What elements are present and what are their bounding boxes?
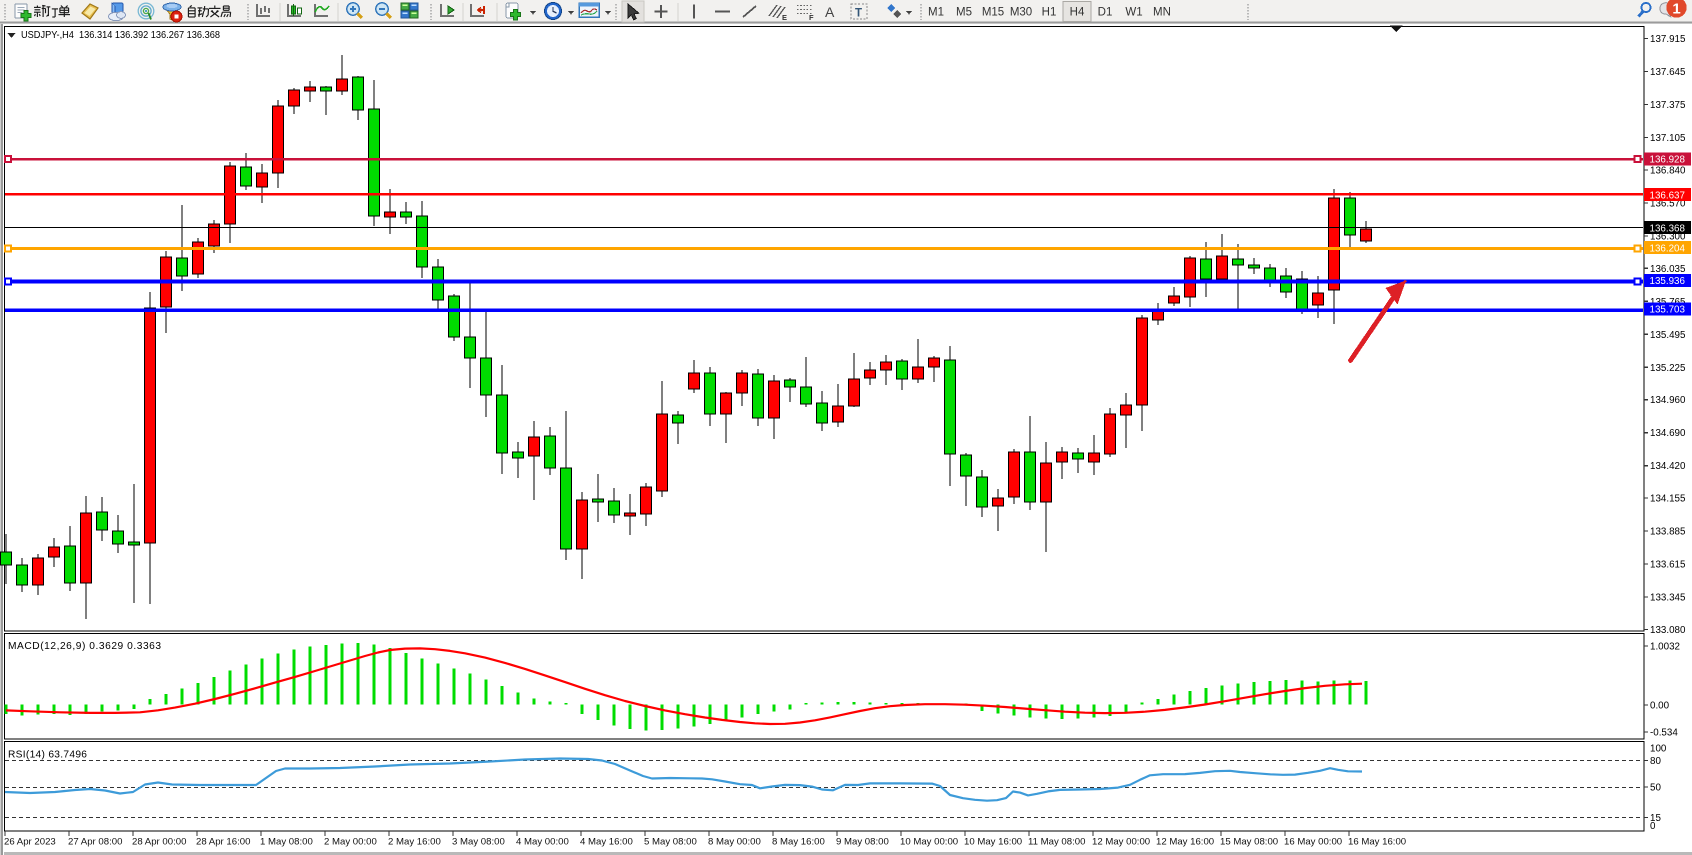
svg-text:50: 50	[1650, 783, 1661, 794]
svg-text:16 May 00:00: 16 May 00:00	[1284, 837, 1342, 848]
svg-text:8 May 00:00: 8 May 00:00	[708, 837, 761, 848]
svg-text:28 Apr 16:00: 28 Apr 16:00	[196, 837, 250, 848]
svg-text:USDJPY-,H4 136.314 136.392 13: USDJPY-,H4 136.314 136.392 136.267 136.3…	[21, 30, 220, 41]
svg-text:15 May 08:00: 15 May 08:00	[1220, 837, 1278, 848]
svg-text:133.345: 133.345	[1650, 593, 1686, 604]
svg-text:0: 0	[1650, 821, 1656, 832]
svg-text:10 May 16:00: 10 May 16:00	[964, 837, 1022, 848]
svg-text:15: 15	[1650, 813, 1661, 824]
svg-text:28 Apr 00:00: 28 Apr 00:00	[132, 837, 186, 848]
svg-text:H1: H1	[1042, 7, 1057, 19]
svg-text:133.080: 133.080	[1650, 625, 1686, 636]
svg-text:134.960: 134.960	[1650, 395, 1686, 406]
svg-text:H4: H4	[1070, 7, 1085, 19]
svg-text:-0.534: -0.534	[1650, 728, 1678, 739]
svg-text:2 May 16:00: 2 May 16:00	[388, 837, 441, 848]
svg-text:M1: M1	[928, 7, 944, 19]
svg-text:136.637: 136.637	[1650, 190, 1685, 201]
svg-text:4 May 16:00: 4 May 16:00	[580, 837, 633, 848]
svg-text:135.495: 135.495	[1650, 330, 1686, 341]
svg-text:133.615: 133.615	[1650, 560, 1686, 571]
svg-text:136.035: 136.035	[1650, 264, 1686, 275]
svg-text:80: 80	[1650, 756, 1661, 767]
svg-text:W1: W1	[1125, 7, 1142, 19]
svg-text:4 May 00:00: 4 May 00:00	[516, 837, 569, 848]
svg-text:3 May 08:00: 3 May 08:00	[452, 837, 505, 848]
svg-text:E: E	[782, 13, 787, 22]
svg-text:133.885: 133.885	[1650, 527, 1686, 538]
svg-text:M30: M30	[1010, 7, 1032, 19]
svg-text:0.00: 0.00	[1650, 701, 1670, 712]
svg-text:135.225: 135.225	[1650, 363, 1686, 374]
svg-text:D1: D1	[1098, 7, 1113, 19]
svg-text:136.368: 136.368	[1650, 223, 1686, 234]
svg-text:F: F	[809, 13, 814, 22]
svg-text:137.375: 137.375	[1650, 100, 1686, 111]
svg-text:10 May 00:00: 10 May 00:00	[900, 837, 958, 848]
svg-text:100: 100	[1650, 744, 1667, 755]
svg-text:26 Apr 2023: 26 Apr 2023	[4, 837, 56, 848]
svg-text:136.570: 136.570	[1650, 198, 1686, 209]
svg-text:134.155: 134.155	[1650, 494, 1686, 505]
svg-text:2 May 00:00: 2 May 00:00	[324, 837, 377, 848]
svg-text:137.915: 137.915	[1650, 34, 1686, 45]
svg-text:RSI(14) 63.7496: RSI(14) 63.7496	[8, 750, 87, 761]
svg-text:M5: M5	[956, 7, 972, 19]
svg-text:135.936: 135.936	[1650, 276, 1686, 287]
svg-text:12 May 16:00: 12 May 16:00	[1156, 837, 1214, 848]
svg-text:MACD(12,26,9) 0.3629 0.3363: MACD(12,26,9) 0.3629 0.3363	[8, 641, 162, 652]
svg-text:136.928: 136.928	[1650, 155, 1686, 166]
svg-text:A: A	[825, 4, 835, 20]
svg-text:137.105: 137.105	[1650, 133, 1686, 144]
svg-text:12 May 00:00: 12 May 00:00	[1092, 837, 1150, 848]
svg-text:136.300: 136.300	[1650, 231, 1686, 242]
svg-text:5 May 08:00: 5 May 08:00	[644, 837, 697, 848]
svg-text:134.420: 134.420	[1650, 461, 1686, 472]
svg-text:137.645: 137.645	[1650, 67, 1686, 78]
svg-text:8 May 16:00: 8 May 16:00	[772, 837, 825, 848]
svg-text:MN: MN	[1153, 7, 1171, 19]
svg-text:1.0032: 1.0032	[1650, 642, 1680, 653]
svg-text:27 Apr 08:00: 27 Apr 08:00	[68, 837, 122, 848]
svg-text:T: T	[855, 8, 862, 20]
svg-text:11 May 08:00: 11 May 08:00	[1028, 837, 1085, 848]
svg-text:1: 1	[1672, 1, 1680, 18]
svg-text:9 May 08:00: 9 May 08:00	[836, 837, 889, 848]
svg-text:136.204: 136.204	[1650, 243, 1686, 254]
svg-text:16 May 16:00: 16 May 16:00	[1348, 837, 1406, 848]
svg-text:134.690: 134.690	[1650, 428, 1686, 439]
svg-text:136.840: 136.840	[1650, 165, 1686, 176]
svg-text:1 May 08:00: 1 May 08:00	[260, 837, 313, 848]
svg-text:M15: M15	[982, 7, 1004, 19]
svg-text:135.703: 135.703	[1650, 305, 1686, 316]
